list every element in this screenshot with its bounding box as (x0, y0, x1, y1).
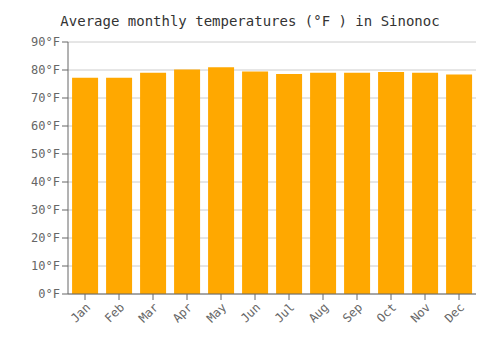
svg-text:60°F: 60°F (31, 119, 60, 133)
svg-text:80°F: 80°F (31, 63, 60, 77)
svg-text:Feb: Feb (102, 300, 127, 325)
svg-text:Mar: Mar (136, 300, 161, 325)
svg-text:30°F: 30°F (31, 203, 60, 217)
svg-text:Sep: Sep (340, 300, 365, 325)
html-text:Average monthly temperatures (: Average monthly temperatures (°F ) in Si… (60, 13, 440, 29)
svg-text:10°F: 10°F (31, 259, 60, 273)
svg-text:20°F: 20°F (31, 231, 60, 245)
svg-text:Nov: Nov (408, 300, 433, 325)
svg-text:May: May (204, 300, 229, 325)
svg-text:Oct: Oct (374, 300, 399, 325)
svg-text:0°F: 0°F (38, 287, 60, 301)
svg-text:Jul: Jul (272, 300, 297, 325)
svg-text:Aug: Aug (306, 300, 331, 325)
svg-text:Jun: Jun (238, 300, 263, 325)
svg-text:70°F: 70°F (31, 91, 60, 105)
svg-text:90°F: 90°F (31, 35, 60, 49)
svg-text:Dec: Dec (442, 300, 467, 325)
svg-text:50°F: 50°F (31, 147, 60, 161)
svg-text:40°F: 40°F (31, 175, 60, 189)
svg-text:Jan: Jan (68, 300, 93, 325)
svg-text:Apr: Apr (170, 300, 195, 325)
